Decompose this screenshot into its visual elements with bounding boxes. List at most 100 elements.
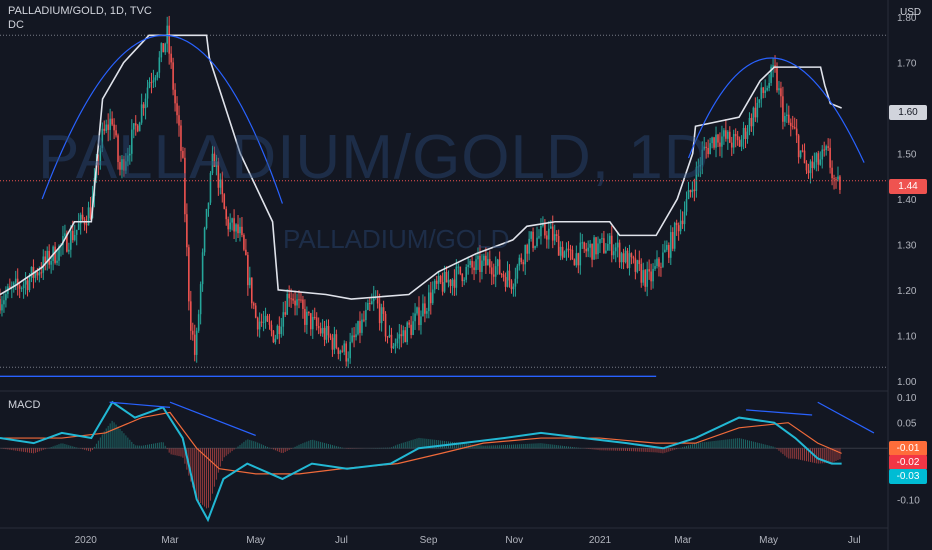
candle-body (386, 336, 389, 338)
candle-body (669, 232, 672, 258)
candle-body (209, 173, 212, 203)
candle-body (311, 316, 314, 330)
candle-body (561, 246, 564, 258)
candle-body (290, 298, 292, 300)
candle-body (217, 161, 220, 188)
candle-body (286, 293, 288, 315)
candle-body (650, 271, 652, 282)
candle-body (437, 276, 440, 284)
candle-body (829, 147, 831, 168)
candle-body (715, 134, 717, 148)
candle-body (73, 234, 76, 241)
candle-body (636, 260, 639, 272)
candle-body (709, 143, 711, 155)
candle-body (536, 237, 538, 246)
candle-body (162, 43, 165, 53)
candle-body (585, 248, 587, 252)
candle-body (608, 235, 611, 244)
candle-body (831, 167, 833, 179)
candle-body (345, 343, 348, 362)
candle-body (310, 313, 312, 330)
candle-body (662, 252, 664, 267)
candle-body (182, 150, 184, 158)
candle-body (75, 229, 78, 235)
candle-body (746, 131, 749, 139)
candle-body (634, 258, 637, 272)
candle-body (392, 346, 395, 349)
candle-body (786, 114, 788, 117)
macd-tick-label: 0.10 (897, 393, 917, 404)
candle-body (760, 87, 763, 100)
macd-label[interactable]: MACD (8, 399, 41, 411)
candle-body (776, 67, 778, 91)
candle-body (640, 263, 643, 283)
candle-body (160, 43, 163, 58)
candle-body (414, 313, 416, 322)
candle-body (595, 237, 597, 255)
candle-body (221, 179, 224, 195)
candle-body (770, 66, 772, 83)
symbol-title[interactable]: PALLADIUM/GOLD, 1D, TVC (8, 5, 152, 17)
candle-body (426, 311, 428, 314)
candle-body (418, 307, 420, 325)
arc-2021 (687, 57, 865, 163)
time-tick-label: Sep (420, 535, 438, 546)
candle-body (103, 128, 106, 131)
candle-body (508, 270, 511, 281)
candle-body (42, 256, 45, 273)
candle-body (738, 140, 741, 147)
time-tick-label: Jul (848, 535, 861, 546)
candle-body (3, 300, 5, 305)
candle-body (229, 222, 231, 230)
candle-body (404, 330, 407, 343)
candle-body (215, 161, 218, 167)
candle-body (490, 267, 493, 275)
last-price-tag: 1.44 (889, 179, 927, 194)
candle-body (302, 299, 304, 309)
indicator-label[interactable]: DC (8, 19, 24, 31)
candle-body (721, 136, 723, 147)
candle-body (144, 98, 147, 109)
candle-body (14, 278, 17, 283)
candle-body (453, 279, 456, 288)
candle-body (227, 219, 229, 230)
candle-body (656, 258, 658, 267)
candle-body (638, 260, 641, 264)
candle-body (697, 166, 700, 168)
candle-body (544, 224, 546, 236)
candle-body (833, 178, 835, 180)
candle-body (410, 324, 412, 335)
candle-body (768, 82, 770, 88)
candle-body (528, 238, 530, 254)
candle-body (512, 286, 515, 290)
candle-body (239, 226, 241, 234)
candle-body (278, 325, 281, 335)
candle-body (341, 350, 344, 352)
candle-body (18, 285, 21, 289)
candle-body (620, 253, 623, 263)
candle-body (398, 334, 401, 339)
candle-body (136, 125, 139, 132)
candle-body (622, 253, 625, 263)
candle-body (327, 325, 330, 336)
candle-body (479, 255, 481, 272)
candle-body (742, 127, 745, 140)
candle-body (589, 243, 591, 248)
candle-body (331, 337, 334, 350)
candle-body (675, 222, 678, 226)
candle-body (384, 313, 387, 337)
candle-body (199, 284, 202, 315)
candle-body (241, 226, 243, 236)
candle-body (557, 236, 560, 256)
candle-body (174, 89, 176, 104)
candle-body (372, 297, 375, 302)
candle-body (256, 317, 259, 330)
candle-body (701, 149, 704, 165)
candle-body (782, 96, 784, 122)
candle-body (355, 334, 357, 338)
candle-body (380, 307, 383, 324)
candle-body (276, 325, 279, 339)
candle-body (772, 65, 774, 67)
candle-body (388, 334, 391, 337)
